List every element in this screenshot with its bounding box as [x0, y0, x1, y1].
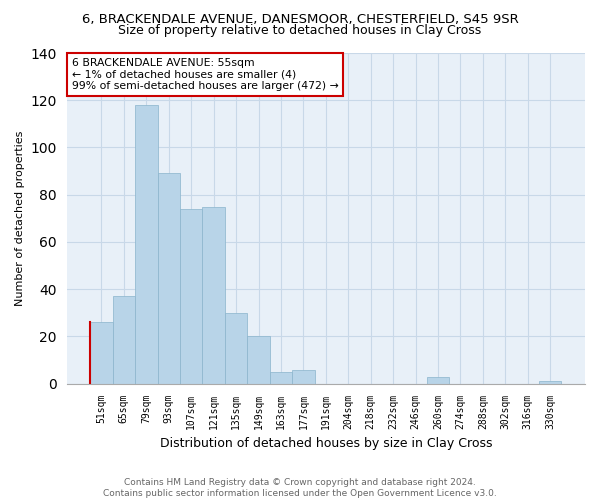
Bar — [247, 336, 270, 384]
Text: Contains HM Land Registry data © Crown copyright and database right 2024.
Contai: Contains HM Land Registry data © Crown c… — [103, 478, 497, 498]
Text: 6 BRACKENDALE AVENUE: 55sqm
← 1% of detached houses are smaller (4)
99% of semi-: 6 BRACKENDALE AVENUE: 55sqm ← 1% of deta… — [72, 58, 338, 91]
X-axis label: Distribution of detached houses by size in Clay Cross: Distribution of detached houses by size … — [160, 437, 492, 450]
Bar — [202, 206, 225, 384]
Bar — [292, 370, 314, 384]
Bar — [158, 174, 180, 384]
Text: 6, BRACKENDALE AVENUE, DANESMOOR, CHESTERFIELD, S45 9SR: 6, BRACKENDALE AVENUE, DANESMOOR, CHESTE… — [82, 12, 518, 26]
Bar — [135, 105, 158, 384]
Bar — [180, 209, 202, 384]
Bar — [90, 322, 113, 384]
Bar — [225, 313, 247, 384]
Bar — [539, 382, 562, 384]
Bar — [427, 376, 449, 384]
Bar — [270, 372, 292, 384]
Y-axis label: Number of detached properties: Number of detached properties — [15, 130, 25, 306]
Bar — [113, 296, 135, 384]
Text: Size of property relative to detached houses in Clay Cross: Size of property relative to detached ho… — [118, 24, 482, 37]
